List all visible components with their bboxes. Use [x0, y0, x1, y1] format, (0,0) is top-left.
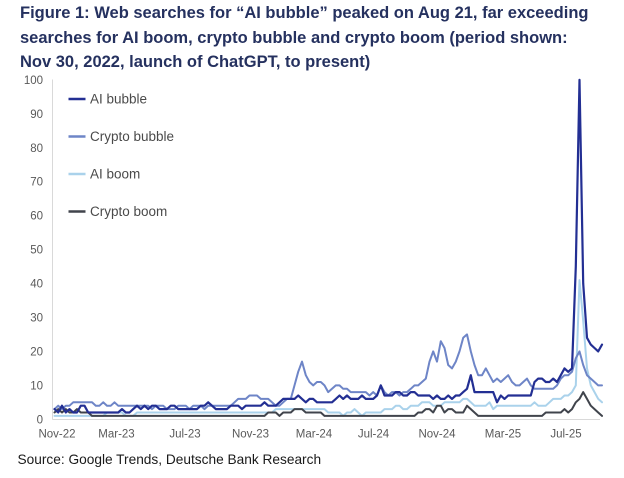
svg-text:Crypto bubble: Crypto bubble [90, 129, 174, 144]
svg-text:60: 60 [30, 211, 43, 223]
svg-text:Crypto boom: Crypto boom [90, 204, 167, 219]
svg-text:AI boom: AI boom [90, 167, 140, 182]
svg-text:Jul-23: Jul-23 [169, 429, 200, 441]
svg-text:20: 20 [30, 346, 43, 358]
svg-text:40: 40 [30, 279, 43, 291]
svg-text:100: 100 [24, 75, 43, 87]
svg-text:80: 80 [30, 143, 43, 155]
svg-text:0: 0 [37, 414, 43, 426]
svg-text:Mar-24: Mar-24 [296, 429, 333, 441]
svg-text:Jul-24: Jul-24 [358, 429, 390, 441]
svg-text:Jul-25: Jul-25 [550, 429, 581, 441]
svg-text:Mar-25: Mar-25 [485, 429, 521, 441]
svg-text:30: 30 [30, 313, 43, 325]
svg-text:10: 10 [30, 380, 43, 392]
svg-text:Nov-23: Nov-23 [232, 429, 269, 441]
svg-text:Nov-24: Nov-24 [418, 429, 456, 441]
svg-text:AI bubble: AI bubble [90, 92, 147, 107]
svg-text:90: 90 [30, 109, 43, 121]
svg-text:Nov-22: Nov-22 [38, 429, 75, 441]
svg-text:Mar-23: Mar-23 [98, 429, 134, 441]
svg-text:70: 70 [30, 177, 43, 189]
svg-text:50: 50 [30, 245, 43, 257]
